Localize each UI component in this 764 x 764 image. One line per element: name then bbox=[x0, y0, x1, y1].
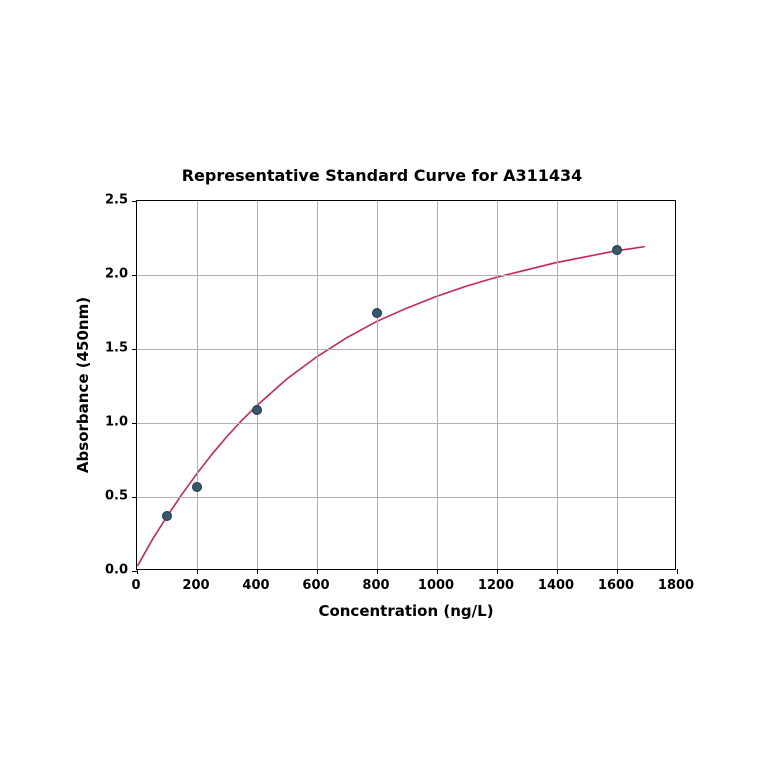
grid-vertical bbox=[257, 201, 258, 569]
x-tick-label: 800 bbox=[362, 578, 389, 593]
fit-curve bbox=[137, 201, 675, 569]
x-tick bbox=[377, 569, 378, 574]
x-axis-label: Concentration (ng/L) bbox=[136, 602, 676, 620]
grid-horizontal bbox=[137, 497, 675, 498]
x-tick-label: 1000 bbox=[418, 578, 454, 593]
data-point bbox=[192, 482, 202, 492]
y-tick-label: 1.0 bbox=[100, 415, 128, 430]
x-tick bbox=[197, 569, 198, 574]
y-axis-label: Absorbance (450nm) bbox=[74, 297, 92, 473]
grid-horizontal bbox=[137, 349, 675, 350]
x-tick-label: 0 bbox=[131, 578, 140, 593]
data-point bbox=[252, 405, 262, 415]
x-tick-label: 200 bbox=[182, 578, 209, 593]
x-tick-label: 1400 bbox=[538, 578, 574, 593]
grid-vertical bbox=[617, 201, 618, 569]
y-tick bbox=[132, 497, 137, 498]
y-tick-label: 0.0 bbox=[100, 563, 128, 578]
data-point bbox=[162, 511, 172, 521]
x-tick bbox=[317, 569, 318, 574]
x-tick bbox=[617, 569, 618, 574]
x-tick-label: 1800 bbox=[658, 578, 694, 593]
y-tick-label: 2.5 bbox=[100, 193, 128, 208]
grid-horizontal bbox=[137, 275, 675, 276]
x-tick-label: 600 bbox=[302, 578, 329, 593]
grid-vertical bbox=[497, 201, 498, 569]
x-tick bbox=[137, 569, 138, 574]
grid-vertical bbox=[557, 201, 558, 569]
y-tick-label: 1.5 bbox=[100, 341, 128, 356]
grid-vertical bbox=[197, 201, 198, 569]
chart-title: Representative Standard Curve for A31143… bbox=[0, 166, 764, 185]
grid-horizontal bbox=[137, 423, 675, 424]
plot-area bbox=[136, 200, 676, 570]
y-tick bbox=[132, 423, 137, 424]
chart-canvas: Representative Standard Curve for A31143… bbox=[0, 0, 764, 764]
y-tick bbox=[132, 571, 137, 572]
y-tick-label: 0.5 bbox=[100, 489, 128, 504]
grid-vertical bbox=[437, 201, 438, 569]
data-point bbox=[372, 308, 382, 318]
grid-vertical bbox=[317, 201, 318, 569]
fit-curve-path bbox=[137, 247, 644, 566]
y-tick bbox=[132, 275, 137, 276]
x-tick bbox=[677, 569, 678, 574]
data-point bbox=[612, 245, 622, 255]
y-tick-label: 2.0 bbox=[100, 267, 128, 282]
x-tick bbox=[557, 569, 558, 574]
y-tick bbox=[132, 349, 137, 350]
y-tick bbox=[132, 201, 137, 202]
grid-vertical bbox=[377, 201, 378, 569]
x-tick-label: 1200 bbox=[478, 578, 514, 593]
x-tick-label: 400 bbox=[242, 578, 269, 593]
x-tick bbox=[437, 569, 438, 574]
x-tick bbox=[257, 569, 258, 574]
x-tick bbox=[497, 569, 498, 574]
x-tick-label: 1600 bbox=[598, 578, 634, 593]
